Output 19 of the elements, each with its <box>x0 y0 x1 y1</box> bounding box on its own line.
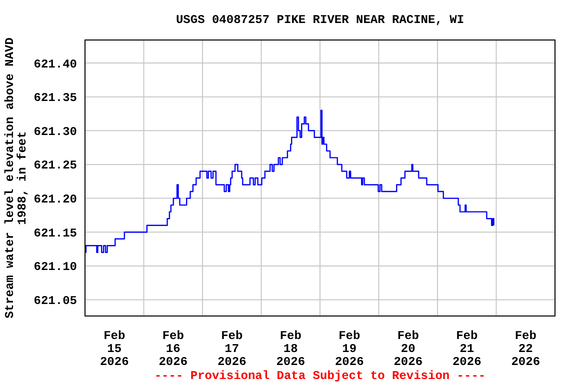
text: ---- Provisional Data Subject to Revision ---- <box>154 369 486 383</box>
y-tick-label: 621.20 <box>34 192 77 207</box>
y-tick-label: 621.10 <box>34 260 77 274</box>
y-tick-label: 621.05 <box>34 294 77 308</box>
y-tick-label: 621.40 <box>34 57 77 72</box>
x-tick-label: Feb 18 2026 <box>276 328 306 370</box>
y-tick-label: 621.25 <box>34 158 77 173</box>
y-tick-label: 621.15 <box>34 226 77 240</box>
x-tick-label: Feb 21 2026 <box>452 328 482 370</box>
x-tick-label: Feb 15 2026 <box>100 328 129 370</box>
x-tick-label: Feb 22 2026 <box>511 328 540 370</box>
y-tick-label: 621.35 <box>34 91 77 106</box>
x-tick-label: Feb 16 2026 <box>158 328 188 370</box>
y-tick-label: 621.30 <box>34 124 77 139</box>
x-tick-label: Feb 20 2026 <box>394 328 423 370</box>
y-axis-title: Stream water level elevation above NAVD 1988, in feet <box>3 38 30 318</box>
x-tick-label: Feb 17 2026 <box>217 328 246 370</box>
chart-title: USGS 04087257 PIKE RIVER NEAR RACINE, WI <box>176 13 464 27</box>
x-tick-label: Feb 19 2026 <box>334 328 364 370</box>
